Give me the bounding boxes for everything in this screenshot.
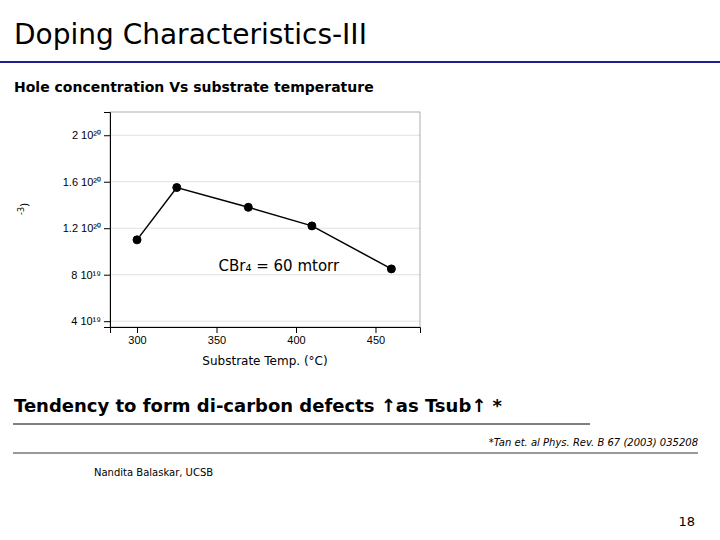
y-tick-label: 8 10¹⁹ bbox=[71, 269, 101, 281]
x-tick-mark bbox=[375, 327, 376, 333]
plot-frame bbox=[110, 112, 420, 327]
x-tick-label: 450 bbox=[367, 334, 385, 346]
grid-line bbox=[110, 228, 420, 229]
x-tick-label: 350 bbox=[208, 334, 226, 346]
x-tick: 300 bbox=[128, 327, 146, 346]
x-axis: 300 350 400 450 bbox=[111, 327, 421, 346]
y-axis-line bbox=[104, 113, 111, 328]
page-number: 18 bbox=[678, 514, 695, 529]
plot: 300 350 400 450 4 10¹⁹ 8 10¹⁹ 1.2 10²⁰ 1.6 10²⁰… bbox=[17, 112, 421, 368]
y-tick: 4 10¹⁹ bbox=[71, 315, 110, 327]
x-axis-line bbox=[111, 328, 421, 334]
y-tick-mark bbox=[104, 135, 110, 136]
footer-statement: Tendency to form di-carbon defects ↑as T… bbox=[14, 395, 503, 416]
y-axis: 4 10¹⁹ 8 10¹⁹ 1.2 10²⁰ 1.6 10²⁰ 2 10²⁰ bbox=[63, 113, 111, 328]
x-tick: 400 bbox=[287, 327, 305, 346]
x-tick-mark bbox=[217, 327, 218, 333]
y-axis-title: -3) bbox=[17, 203, 32, 215]
grid-line bbox=[110, 181, 420, 182]
x-tick: 350 bbox=[208, 327, 226, 346]
y-tick-mark bbox=[104, 321, 110, 322]
x-tick: 450 bbox=[367, 327, 385, 346]
author: Nandita Balaskar, UCSB bbox=[94, 467, 213, 478]
annotation: CBr₄ = 60 mtorr bbox=[219, 257, 340, 275]
x-tick-label: 300 bbox=[128, 334, 146, 346]
y-tick-mark bbox=[104, 182, 110, 183]
y-tick-label: 4 10¹⁹ bbox=[71, 315, 101, 327]
x-tick-mark bbox=[296, 327, 297, 333]
grid-line bbox=[110, 321, 420, 322]
x-tick-label: 400 bbox=[287, 334, 305, 346]
y-tick-mark bbox=[104, 228, 110, 229]
y-tick: 2 10²⁰ bbox=[72, 129, 110, 141]
y-tick-label: 2 10²⁰ bbox=[72, 129, 101, 141]
data-point bbox=[308, 222, 316, 230]
data-point bbox=[173, 184, 181, 192]
y-tick-mark bbox=[104, 275, 110, 276]
title-rule bbox=[0, 61, 720, 63]
grid-line bbox=[110, 135, 420, 136]
chart-container: Doping Characteristics-III Hole concentra… bbox=[0, 0, 720, 540]
grid bbox=[110, 135, 420, 321]
y-tick: 8 10¹⁹ bbox=[71, 269, 110, 281]
data-point bbox=[244, 203, 252, 211]
chart-svg: Doping Characteristics-III Hole concentra… bbox=[0, 0, 720, 540]
data-point bbox=[133, 236, 141, 244]
reference: *Tan et. al Phys. Rev. B 67 (2003) 03520… bbox=[489, 437, 698, 448]
x-tick-mark bbox=[137, 327, 138, 333]
subtitle: Hole concentration Vs substrate temperat… bbox=[14, 79, 374, 95]
y-tick: 1.2 10²⁰ bbox=[63, 222, 110, 234]
title: Doping Characteristics-III bbox=[14, 18, 367, 51]
y-tick: 1.6 10²⁰ bbox=[63, 176, 110, 188]
data-point bbox=[387, 265, 395, 273]
y-tick-label: 1.6 10²⁰ bbox=[63, 176, 101, 188]
footer-rule bbox=[13, 424, 590, 425]
y-tick-label: 1.2 10²⁰ bbox=[63, 222, 101, 234]
x-axis-title: Substrate Temp. (°C) bbox=[202, 354, 327, 368]
reference-rule bbox=[13, 453, 698, 454]
